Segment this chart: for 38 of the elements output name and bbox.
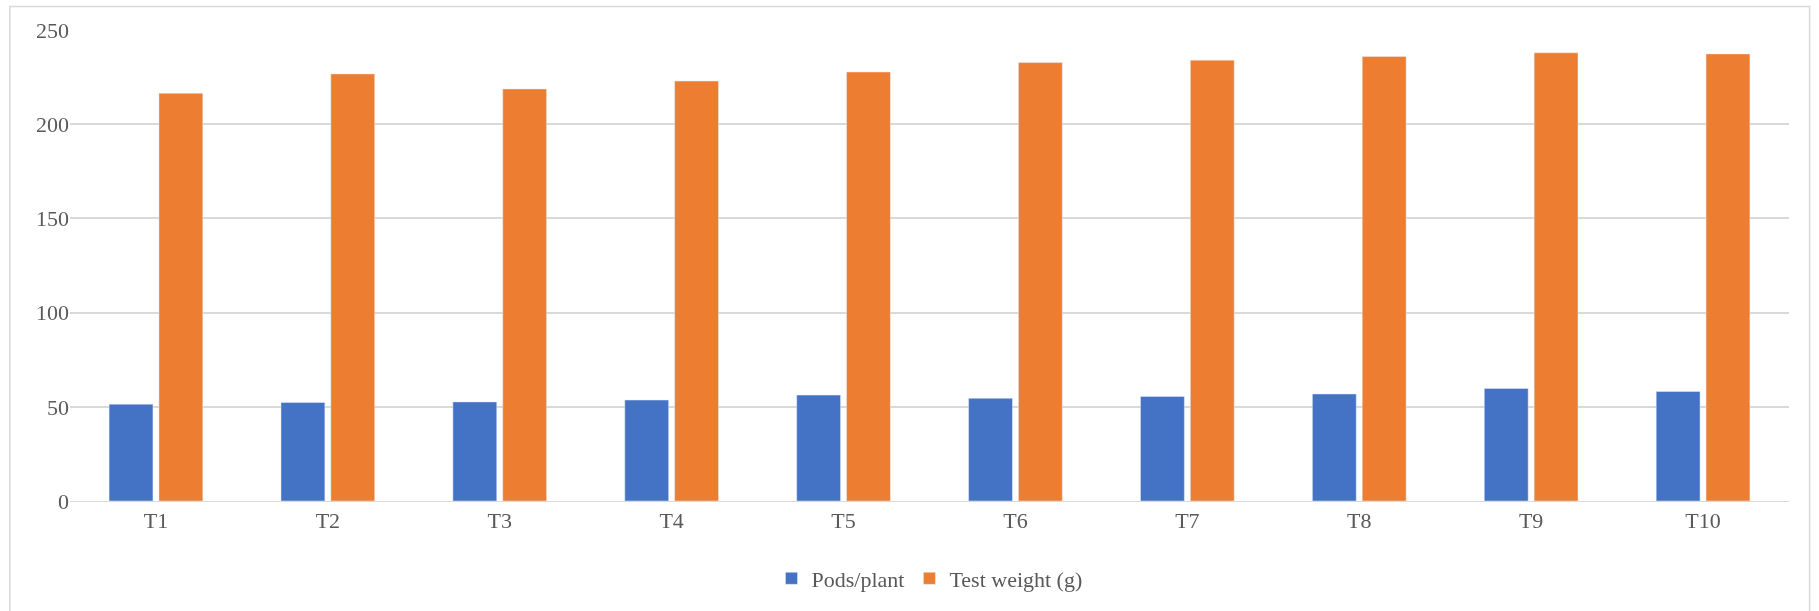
- y-tick-label: 150: [36, 206, 69, 232]
- x-tick-label: T6: [1003, 508, 1028, 534]
- bar: [158, 93, 204, 501]
- bar: [1312, 393, 1357, 501]
- x-tick-label: T3: [487, 508, 512, 534]
- y-tick-label: 0: [58, 488, 69, 514]
- bar: [280, 402, 326, 501]
- bar: [1705, 53, 1751, 501]
- bar: [1190, 59, 1235, 501]
- bar: [1533, 52, 1579, 501]
- legend-label: Test weight (g): [949, 566, 1083, 592]
- bar: [1018, 62, 1063, 501]
- bar: [674, 80, 719, 501]
- bar: [968, 398, 1013, 501]
- x-tick-label: T5: [831, 508, 856, 534]
- bar: [796, 394, 841, 501]
- x-tick-label: T4: [659, 508, 684, 534]
- bar: [624, 399, 669, 501]
- x-tick-label: T1: [143, 508, 169, 534]
- x-tick-label: T10: [1685, 508, 1721, 534]
- bar: [1140, 396, 1185, 501]
- y-tick-label: 250: [36, 17, 69, 43]
- x-tick-label: T8: [1347, 508, 1372, 534]
- bar: [452, 401, 498, 501]
- bar: [330, 73, 375, 501]
- bar: [108, 403, 154, 501]
- x-tick-label: T7: [1175, 508, 1200, 534]
- bar: [1655, 391, 1701, 501]
- x-tick-label: T2: [315, 508, 341, 534]
- y-tick-label: 200: [36, 111, 69, 137]
- legend-label: Pods/plant: [811, 566, 905, 592]
- x-tick-label: T9: [1518, 508, 1544, 534]
- bar: [1484, 388, 1529, 501]
- bar: [1361, 56, 1407, 501]
- y-tick-label: 100: [36, 300, 69, 326]
- y-tick-label: 50: [47, 394, 69, 420]
- bar: [846, 71, 891, 501]
- bar: [502, 88, 547, 501]
